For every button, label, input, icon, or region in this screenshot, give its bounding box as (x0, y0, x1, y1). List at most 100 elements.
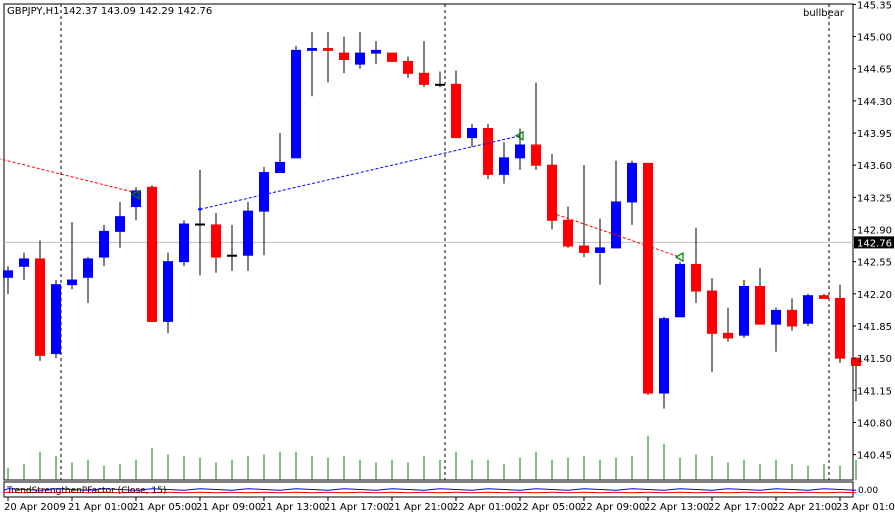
bull-candle (675, 263, 685, 318)
indicator-name: bullbear (803, 8, 845, 19)
sub-indicator-signal-line (3, 491, 857, 494)
bear-candle (531, 144, 541, 166)
y-tick-label: 143.95 (857, 129, 892, 140)
y-tick-label: 141.85 (857, 322, 892, 333)
bear-candle (723, 332, 733, 339)
bear-candle (387, 52, 397, 62)
y-tick-label: 144.65 (857, 65, 892, 76)
bear-candle (323, 48, 333, 51)
bear-candle (547, 164, 557, 221)
y-tick-label: 141.15 (857, 386, 892, 397)
bear-candle (755, 285, 765, 325)
x-tick-label: 22 Apr 09:00 (580, 502, 645, 513)
signal-arrow-marker (674, 252, 684, 263)
bull-candle (515, 144, 525, 159)
trend-line (199, 135, 521, 210)
sub-window-label: TrendStrengthenPFactor (Close, 15) 0.00 (6, 486, 878, 496)
bull-candle (195, 223, 205, 226)
bull-candle (803, 295, 813, 324)
signal-arrow-marker (130, 189, 140, 200)
bull-candle (659, 318, 669, 394)
x-tick-label: 22 Apr 17:00 (708, 502, 773, 513)
y-tick-label: 145.00 (857, 33, 892, 44)
bull-candle (739, 285, 749, 336)
bear-candle (211, 224, 221, 258)
bear-candle (643, 162, 653, 394)
x-tick-label: 21 Apr 05:00 (132, 502, 197, 513)
bull-candle (67, 279, 77, 286)
x-tick-label: 21 Apr 01:00 (68, 502, 133, 513)
bear-candle (707, 290, 717, 334)
bear-candle (147, 186, 157, 322)
x-tick-label: 22 Apr 21:00 (772, 502, 837, 513)
x-tick-label: 22 Apr 05:00 (516, 502, 581, 513)
bull-candle (595, 247, 605, 253)
bull-candle (99, 230, 109, 258)
bull-candle (19, 258, 29, 267)
bear-candle (339, 52, 349, 61)
y-tick-label: 144.30 (857, 97, 892, 108)
bear-candle (835, 297, 845, 359)
y-tick-label: 140.45 (857, 451, 892, 462)
x-tick-label: 23 Apr 01:00 (836, 502, 895, 513)
bear-candle (35, 258, 45, 356)
y-tick-label: 141.50 (857, 354, 892, 365)
bear-candle (787, 309, 797, 327)
x-tick-label: 21 Apr 21:00 (388, 502, 453, 513)
signal-cross-marker (550, 210, 554, 215)
bear-candle (579, 245, 589, 253)
bull-candle (435, 83, 445, 86)
bear-candle (419, 72, 429, 85)
bull-candle (131, 190, 141, 208)
sub-indicator-label: TrendStrengthenPFactor (Close, 15) (6, 486, 166, 496)
bull-candle (611, 201, 621, 249)
bull-candle (291, 49, 301, 159)
x-tick-label: 20 Apr 2009 (4, 502, 66, 513)
bull-candle (51, 284, 61, 355)
bull-candle (627, 162, 637, 203)
y-tick-label: 140.80 (857, 418, 892, 429)
x-tick-label: 21 Apr 17:00 (324, 502, 389, 513)
symbol-info: GBPJPY,H1 142.37 143.09 142.29 142.76 (7, 6, 212, 17)
x-tick-label: 22 Apr 01:00 (452, 502, 517, 513)
x-tick-label: 22 Apr 13:00 (644, 502, 709, 513)
bear-candle (563, 219, 573, 247)
sub-indicator-line (3, 488, 857, 491)
bull-candle (163, 261, 173, 322)
bull-candle (771, 309, 781, 325)
bear-candle (451, 83, 461, 139)
bull-candle (83, 258, 93, 278)
y-tick-label: 143.25 (857, 193, 892, 204)
current-price-label-bg (854, 236, 894, 249)
x-tick-label: 21 Apr 13:00 (260, 502, 325, 513)
bull-candle (355, 52, 365, 65)
x-tick-label: 21 Apr 09:00 (196, 502, 261, 513)
bull-candle (227, 254, 237, 257)
bull-candle (3, 270, 13, 278)
y-tick-label: 143.60 (857, 161, 892, 172)
current-price-label: 142.76 (857, 238, 892, 249)
bull-candle (179, 223, 189, 263)
bull-candle (467, 127, 477, 139)
trend-line (0, 158, 137, 194)
bull-candle (499, 157, 509, 175)
bear-candle (691, 263, 701, 292)
sub-indicator-value: 0.00 (858, 486, 878, 496)
bear-candle (819, 295, 829, 299)
signal-cross-marker (198, 207, 202, 212)
y-tick-label: 142.20 (857, 290, 892, 301)
bull-candle (307, 48, 317, 51)
trend-line (551, 212, 681, 258)
bear-candle (483, 127, 493, 175)
y-tick-label: 145.35 (857, 0, 892, 11)
bull-candle (371, 49, 381, 54)
signal-arrow-marker (514, 130, 524, 141)
bull-candle (115, 216, 125, 232)
bull-candle (275, 161, 285, 174)
y-tick-label: 142.55 (857, 258, 892, 269)
bear-candle (403, 60, 413, 74)
bull-candle (243, 210, 253, 256)
bull-candle (259, 172, 269, 212)
